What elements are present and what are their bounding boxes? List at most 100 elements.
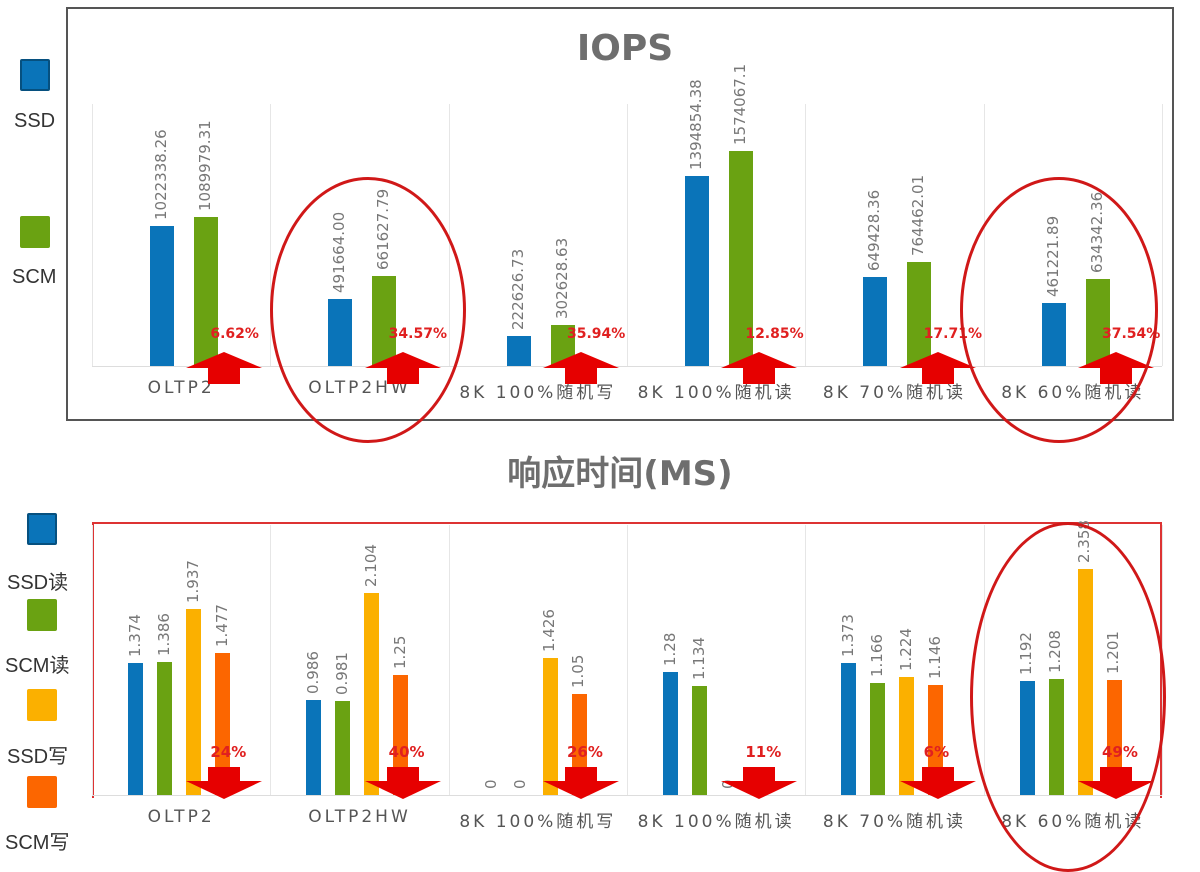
latency-bar	[393, 675, 409, 795]
legend-scm-read-label: SCM读	[5, 655, 70, 677]
latency-change-annotation: 40%	[388, 743, 425, 761]
latency-category-label: 8K 100%随机读	[637, 812, 795, 832]
legend-ssd-swatch-icon	[20, 59, 50, 91]
latency-category-separator	[92, 525, 93, 795]
decrease-arrow-icon	[186, 767, 263, 803]
latency-bar-value-label: 0	[482, 779, 501, 789]
decrease-arrow-icon	[364, 767, 441, 803]
iops-chart-title: IOPS	[576, 28, 674, 69]
legend-ssd-read-swatch-icon	[27, 513, 57, 545]
iops-category-label: 8K 100%随机写	[459, 383, 617, 403]
latency-bar-value-label: 0.986	[303, 651, 322, 694]
latency-x-axis	[92, 795, 1162, 796]
legend-scm-swatch-icon	[20, 216, 50, 248]
latency-bar-value-label: 1.426	[540, 609, 559, 652]
iops-bar	[907, 262, 932, 366]
latency-category-label: OLTP2	[147, 807, 215, 827]
latency-chart-title: 响应时间(MS)	[507, 454, 733, 494]
iops-bar-value-label: 764462.01	[909, 174, 928, 256]
latency-bar	[870, 683, 886, 795]
latency-category-label: OLTP2HW	[308, 807, 411, 827]
latency-category-separator	[805, 525, 806, 795]
latency-change-annotation: 26%	[567, 743, 603, 761]
latency-category-separator	[449, 525, 450, 795]
iops-bar-value-label: 222626.73	[508, 248, 527, 330]
latency-bar	[542, 658, 558, 795]
latency-category-label: 8K 70%随机读	[822, 812, 967, 832]
highlight-ellipse-8k60-iops	[960, 177, 1158, 443]
latency-change-annotation: 6%	[923, 743, 950, 761]
latency-bar-value-label: 1.166	[867, 634, 886, 677]
legend-ssd-write-swatch-icon	[27, 689, 57, 721]
latency-bar	[128, 663, 143, 795]
iops-bar	[863, 277, 888, 366]
latency-change-annotation: 24%	[210, 743, 247, 761]
latency-category-separator	[627, 525, 628, 795]
decrease-arrow-icon	[543, 767, 619, 803]
legend-scm-label: SCM	[12, 266, 57, 288]
latency-bar-value-label: 1.28	[660, 632, 679, 666]
iops-bar-value-label: 649428.36	[865, 189, 884, 271]
iops-category-label: 8K 70%随机读	[822, 383, 967, 403]
latency-bar	[186, 609, 201, 795]
iops-change-annotation: 12.85%	[745, 326, 804, 342]
increase-arrow-icon	[721, 352, 798, 388]
iops-bar-value-label: 1089979.31	[196, 120, 214, 211]
latency-bar-value-label: 1.386	[154, 613, 173, 656]
latency-category-label: 8K 100%随机写	[459, 812, 617, 832]
iops-x-axis	[92, 366, 1162, 367]
iops-category-separator	[805, 104, 806, 366]
latency-bar	[899, 677, 915, 795]
increase-arrow-icon	[899, 352, 976, 388]
latency-bar-value-label: 0	[511, 779, 530, 789]
iops-bar-value-label: 302628.63	[552, 237, 571, 319]
highlight-ellipse-8k60-latency	[970, 522, 1166, 872]
iops-change-annotation: 35.94%	[567, 326, 626, 342]
latency-bar	[364, 593, 380, 795]
latency-bar-value-label: 1.134	[689, 637, 708, 680]
iops-bar	[150, 226, 174, 366]
latency-bar	[841, 663, 857, 795]
latency-bar-value-label: 2.104	[361, 544, 380, 587]
highlight-ellipse-oltp2hw-iops	[270, 177, 466, 443]
iops-category-separator	[627, 104, 628, 366]
iops-bar-value-label: 1394854.38	[687, 79, 705, 170]
increase-arrow-icon	[543, 352, 619, 388]
latency-bar-value-label: 0.981	[332, 652, 351, 695]
iops-bar	[194, 217, 218, 366]
legend-ssd-write-label: SSD写	[7, 746, 69, 768]
legend-scm-read-swatch-icon	[27, 599, 57, 631]
legend-scm-write-label: SCM写	[5, 832, 70, 854]
iops-bar	[506, 336, 531, 366]
iops-category-label: OLTP2	[147, 378, 215, 398]
iops-chart-frame	[66, 7, 1174, 421]
latency-bar	[663, 672, 678, 795]
iops-category-separator	[92, 104, 93, 366]
decrease-arrow-icon	[899, 767, 976, 803]
legend-ssd-read-label: SSD读	[7, 572, 69, 594]
iops-bar-value-label: 1574067.1	[731, 63, 749, 145]
iops-change-annotation: 6.62%	[210, 326, 259, 342]
decrease-arrow-icon	[721, 767, 798, 803]
iops-category-separator	[270, 104, 271, 366]
iops-category-separator	[449, 104, 450, 366]
latency-bar-value-label: 1.224	[896, 628, 915, 671]
latency-change-annotation: 11%	[745, 743, 782, 761]
latency-bar-value-label: 1.05	[569, 654, 588, 688]
latency-bar	[215, 653, 230, 795]
legend-ssd-label: SSD	[14, 110, 56, 132]
iops-bar-value-label: 1022338.26	[152, 129, 170, 220]
latency-bar-value-label: 1.477	[212, 604, 231, 647]
latency-bar	[335, 701, 351, 795]
iops-category-label: 8K 100%随机读	[637, 383, 795, 403]
increase-arrow-icon	[186, 352, 263, 388]
iops-category-separator	[1162, 104, 1163, 366]
iops-bar	[729, 151, 753, 366]
latency-bar	[306, 700, 322, 795]
latency-bar-value-label: 1.146	[925, 636, 944, 679]
latency-bar	[692, 686, 707, 795]
legend-scm-write-swatch-icon	[27, 776, 57, 808]
latency-category-separator	[270, 525, 271, 795]
latency-bar-value-label: 1.937	[183, 560, 202, 603]
latency-bar-value-label: 1.373	[838, 614, 857, 657]
